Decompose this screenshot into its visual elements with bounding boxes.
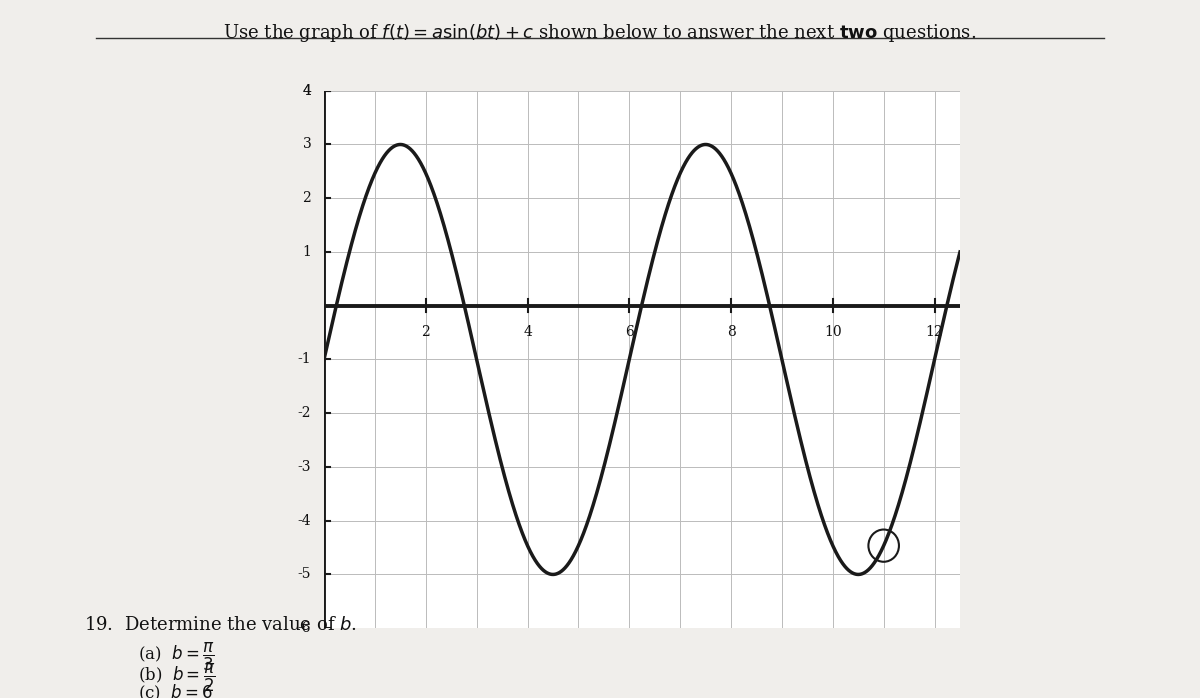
- Text: -2: -2: [298, 406, 311, 420]
- Text: -6: -6: [298, 621, 311, 635]
- Text: 2: 2: [302, 191, 311, 205]
- Text: -1: -1: [298, 352, 311, 366]
- Text: 19.  Determine the value of $b$.: 19. Determine the value of $b$.: [84, 616, 358, 634]
- Text: 4: 4: [523, 325, 532, 339]
- Text: 4: 4: [302, 84, 311, 98]
- Text: 12: 12: [925, 325, 943, 339]
- Text: 2: 2: [421, 325, 430, 339]
- Text: (c)  $b = 6$: (c) $b = 6$: [138, 683, 214, 698]
- Text: 4: 4: [302, 84, 311, 98]
- Text: -3: -3: [298, 460, 311, 474]
- Text: -4: -4: [298, 514, 311, 528]
- Text: 8: 8: [727, 325, 736, 339]
- Text: 3: 3: [302, 138, 311, 151]
- Text: 10: 10: [824, 325, 841, 339]
- Text: (a)  $b = \dfrac{\pi}{3}$: (a) $b = \dfrac{\pi}{3}$: [138, 641, 215, 673]
- Text: 1: 1: [302, 245, 311, 259]
- Text: (b)  $b = \dfrac{\pi}{2}$: (b) $b = \dfrac{\pi}{2}$: [138, 662, 216, 694]
- Text: -5: -5: [298, 567, 311, 581]
- Text: 6: 6: [625, 325, 634, 339]
- Text: Use the graph of $f(t) = a\sin(bt) + c$ shown below to answer the next $\bf{two}: Use the graph of $f(t) = a\sin(bt) + c$ …: [223, 22, 977, 45]
